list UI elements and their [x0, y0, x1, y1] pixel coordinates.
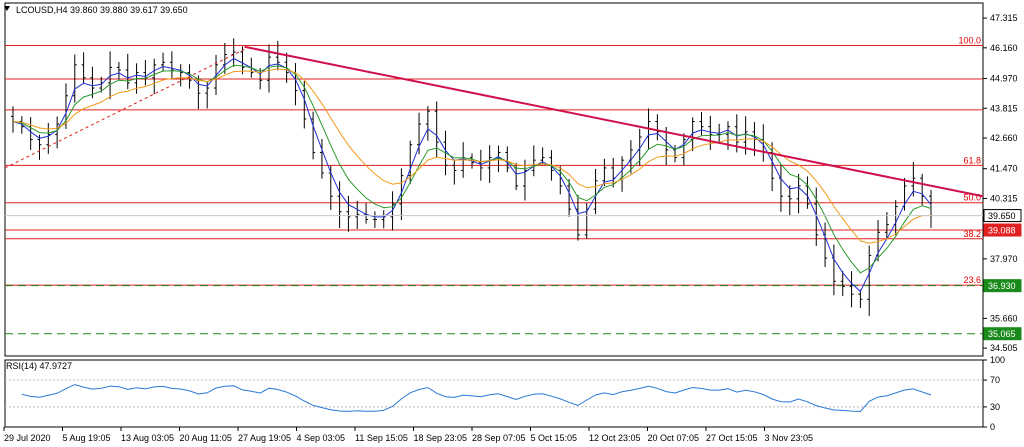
x-tick-label: 20 Aug 11:05: [180, 433, 232, 443]
price-badge-box: [983, 327, 1022, 341]
fib-level-label: 61.8: [963, 155, 981, 165]
price-badge-box: [983, 209, 1022, 223]
y-tick-label: 34.505: [990, 343, 1018, 353]
rsi-panel: 100 70 30 0: [4, 355, 1005, 432]
rsi-y-tick-label: 70: [990, 375, 1000, 385]
y-tick-label: 46.160: [990, 43, 1018, 53]
y-tick-label: 43.815: [990, 103, 1018, 113]
price-badge-value: 39.650: [988, 211, 1016, 221]
collapse-triangle-icon[interactable]: [4, 6, 10, 11]
symbol-header: LCOUSD,H4 39.860 39.880 39.617 39.650: [16, 5, 188, 15]
y-tick-label: 37.970: [990, 254, 1018, 264]
fib-level-label: 23.6: [963, 275, 981, 285]
fib-level-label: 38.2: [963, 229, 981, 239]
slow-ma-line: [12, 68, 931, 244]
price-badge-value: 36.930: [988, 281, 1016, 291]
x-tick-label: 27 Aug 19:05: [238, 433, 291, 443]
x-tick-label: 5 Aug 19:05: [63, 433, 111, 443]
x-tick-label: 29 Jul 2020: [4, 433, 51, 443]
price-badge-value: 35.065: [988, 329, 1016, 339]
x-tick-label: 13 Aug 03:05: [121, 433, 174, 443]
rsi-panel-frame: [4, 359, 984, 428]
rsi-y-tick-label: 30: [990, 402, 1000, 412]
y-tick-label: 40.315: [990, 193, 1018, 203]
mid-ma-line: [12, 64, 932, 274]
x-tick-label: 28 Sep 07:05: [472, 433, 526, 443]
x-tick-label: 27 Oct 15:05: [706, 433, 758, 443]
rsi-title: RSI(14) 47.9727: [6, 361, 72, 371]
price-badge-box: [983, 279, 1022, 293]
x-tick-label: 3 Nov 23:05: [765, 433, 814, 443]
y-tick-label: 47.315: [990, 13, 1018, 23]
x-tick-label: 18 Sep 23:05: [414, 433, 468, 443]
y-tick-label: 41.470: [990, 164, 1018, 174]
x-tick-label: 11 Sep 15:05: [355, 433, 408, 443]
resistance-trendline: [244, 45, 984, 198]
x-tick-label: 20 Oct 07:05: [648, 433, 700, 443]
fib-level-label: 100.0: [958, 36, 981, 46]
x-tick-label: 12 Oct 23:05: [589, 433, 641, 443]
y-tick-label: 44.970: [990, 73, 1018, 83]
fast-ma-line: [12, 57, 932, 293]
price-badge-box: [983, 223, 1022, 237]
x-tick-label: 5 Oct 15:05: [531, 433, 578, 443]
x-tick-label: 4 Sep 03:05: [297, 433, 346, 443]
price-badge-value: 39.088: [988, 226, 1016, 236]
y-tick-label: 35.660: [990, 313, 1018, 323]
price-panel-frame: [4, 2, 984, 357]
rsi-line: [21, 384, 932, 413]
rsi-y-tick-label: 100: [990, 355, 1005, 365]
time-axis: 29 Jul 2020 5 Aug 19:05 13 Aug 03:05 20 Aug…: [3, 427, 814, 443]
y-tick-label: 42.660: [990, 133, 1018, 143]
price-panel: 47.315 46.160 44.970 43.815 42.660 41.470 40.3…: [4, 2, 1022, 357]
rsi-y-tick-label: 0: [990, 422, 995, 432]
fib-level-label: 50.0: [963, 193, 981, 203]
